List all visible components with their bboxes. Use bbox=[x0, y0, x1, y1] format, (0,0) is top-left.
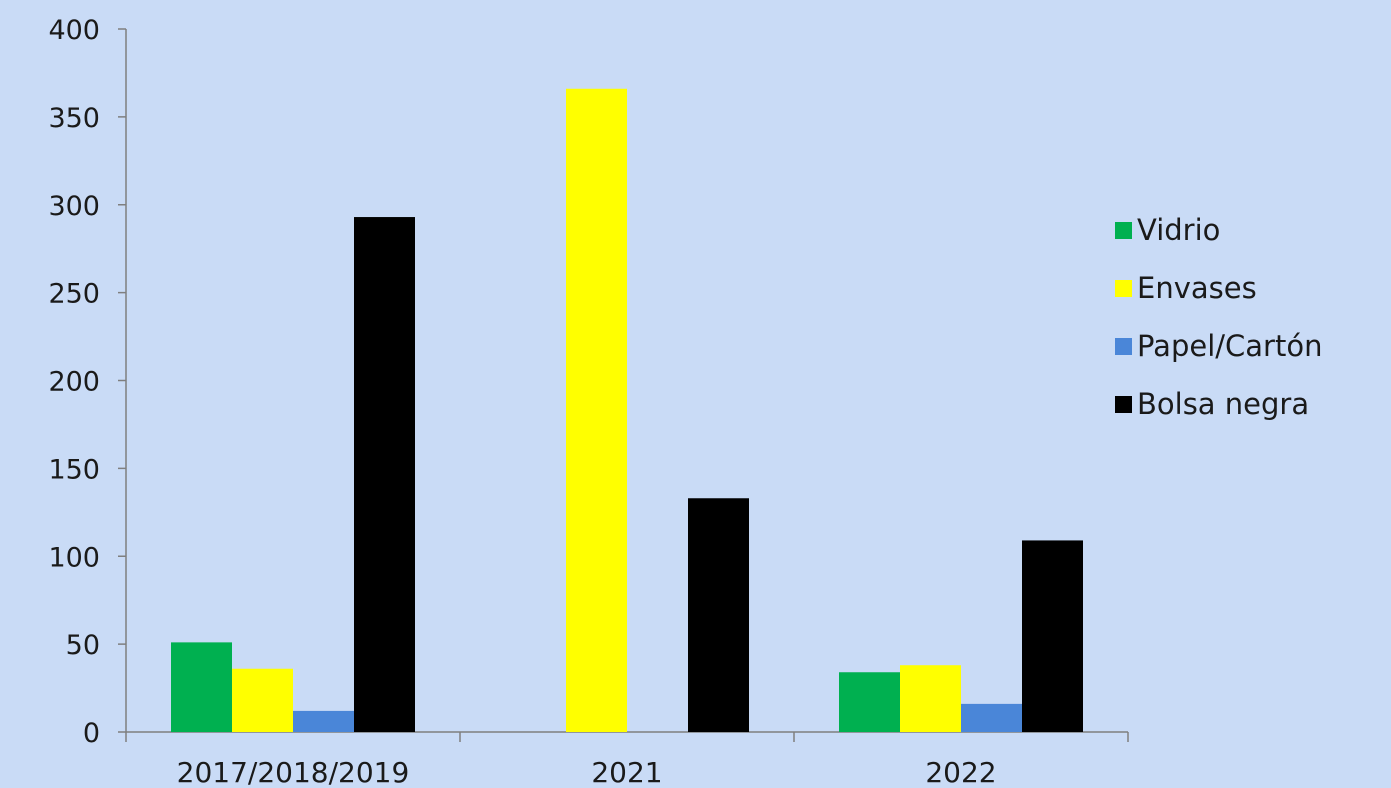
x-axis: 2017/2018/2019 2021 2022 bbox=[125, 731, 1129, 788]
bar-bolsa-negra-2021 bbox=[688, 498, 749, 732]
legend-label-envases: Envases bbox=[1137, 271, 1257, 305]
x-tick-label-2021: 2021 bbox=[591, 756, 662, 788]
y-tick-label: 250 bbox=[48, 279, 100, 310]
y-tick-label: 50 bbox=[66, 630, 100, 661]
bar-bolsa-negra-2022 bbox=[1022, 540, 1083, 732]
y-tick-label: 400 bbox=[48, 15, 100, 46]
y-tick-label: 350 bbox=[48, 103, 100, 134]
bar-vidrio-2017-2018-2019 bbox=[171, 642, 232, 732]
y-tick-label: 150 bbox=[48, 454, 100, 485]
legend: Vidrio Envases Papel/Cartón Bolsa negra bbox=[1115, 213, 1322, 421]
legend-swatch-bolsa-negra bbox=[1115, 396, 1132, 413]
x-tick-label-2022: 2022 bbox=[925, 756, 996, 788]
y-tick-label: 0 bbox=[83, 718, 100, 749]
y-tick-label: 300 bbox=[48, 191, 100, 222]
x-tick-label-2017-2018-2019: 2017/2018/2019 bbox=[177, 756, 410, 788]
y-tick-label: 200 bbox=[48, 367, 100, 398]
legend-swatch-envases bbox=[1115, 280, 1132, 297]
legend-label-vidrio: Vidrio bbox=[1137, 213, 1220, 247]
y-axis: 0 50 100 150 200 250 300 350 400 bbox=[48, 15, 127, 749]
bar-envases-2021 bbox=[566, 88, 627, 732]
bar-envases-2017-2018-2019 bbox=[232, 668, 293, 732]
legend-label-papel-cart-n: Papel/Cartón bbox=[1137, 329, 1322, 363]
legend-swatch-vidrio bbox=[1115, 222, 1132, 239]
bar-envases-2022 bbox=[900, 665, 961, 732]
y-tick-label: 100 bbox=[48, 542, 100, 573]
bar-bolsa-negra-2017-2018-2019 bbox=[354, 217, 415, 733]
legend-label-bolsa-negra: Bolsa negra bbox=[1137, 387, 1309, 421]
bar-papel-cart-n-2017-2018-2019 bbox=[293, 710, 354, 732]
bar-vidrio-2022 bbox=[839, 672, 900, 732]
bar-papel-cart-n-2022 bbox=[961, 703, 1022, 732]
bars bbox=[171, 88, 1083, 733]
legend-swatch-papel-cart-n bbox=[1115, 338, 1132, 355]
